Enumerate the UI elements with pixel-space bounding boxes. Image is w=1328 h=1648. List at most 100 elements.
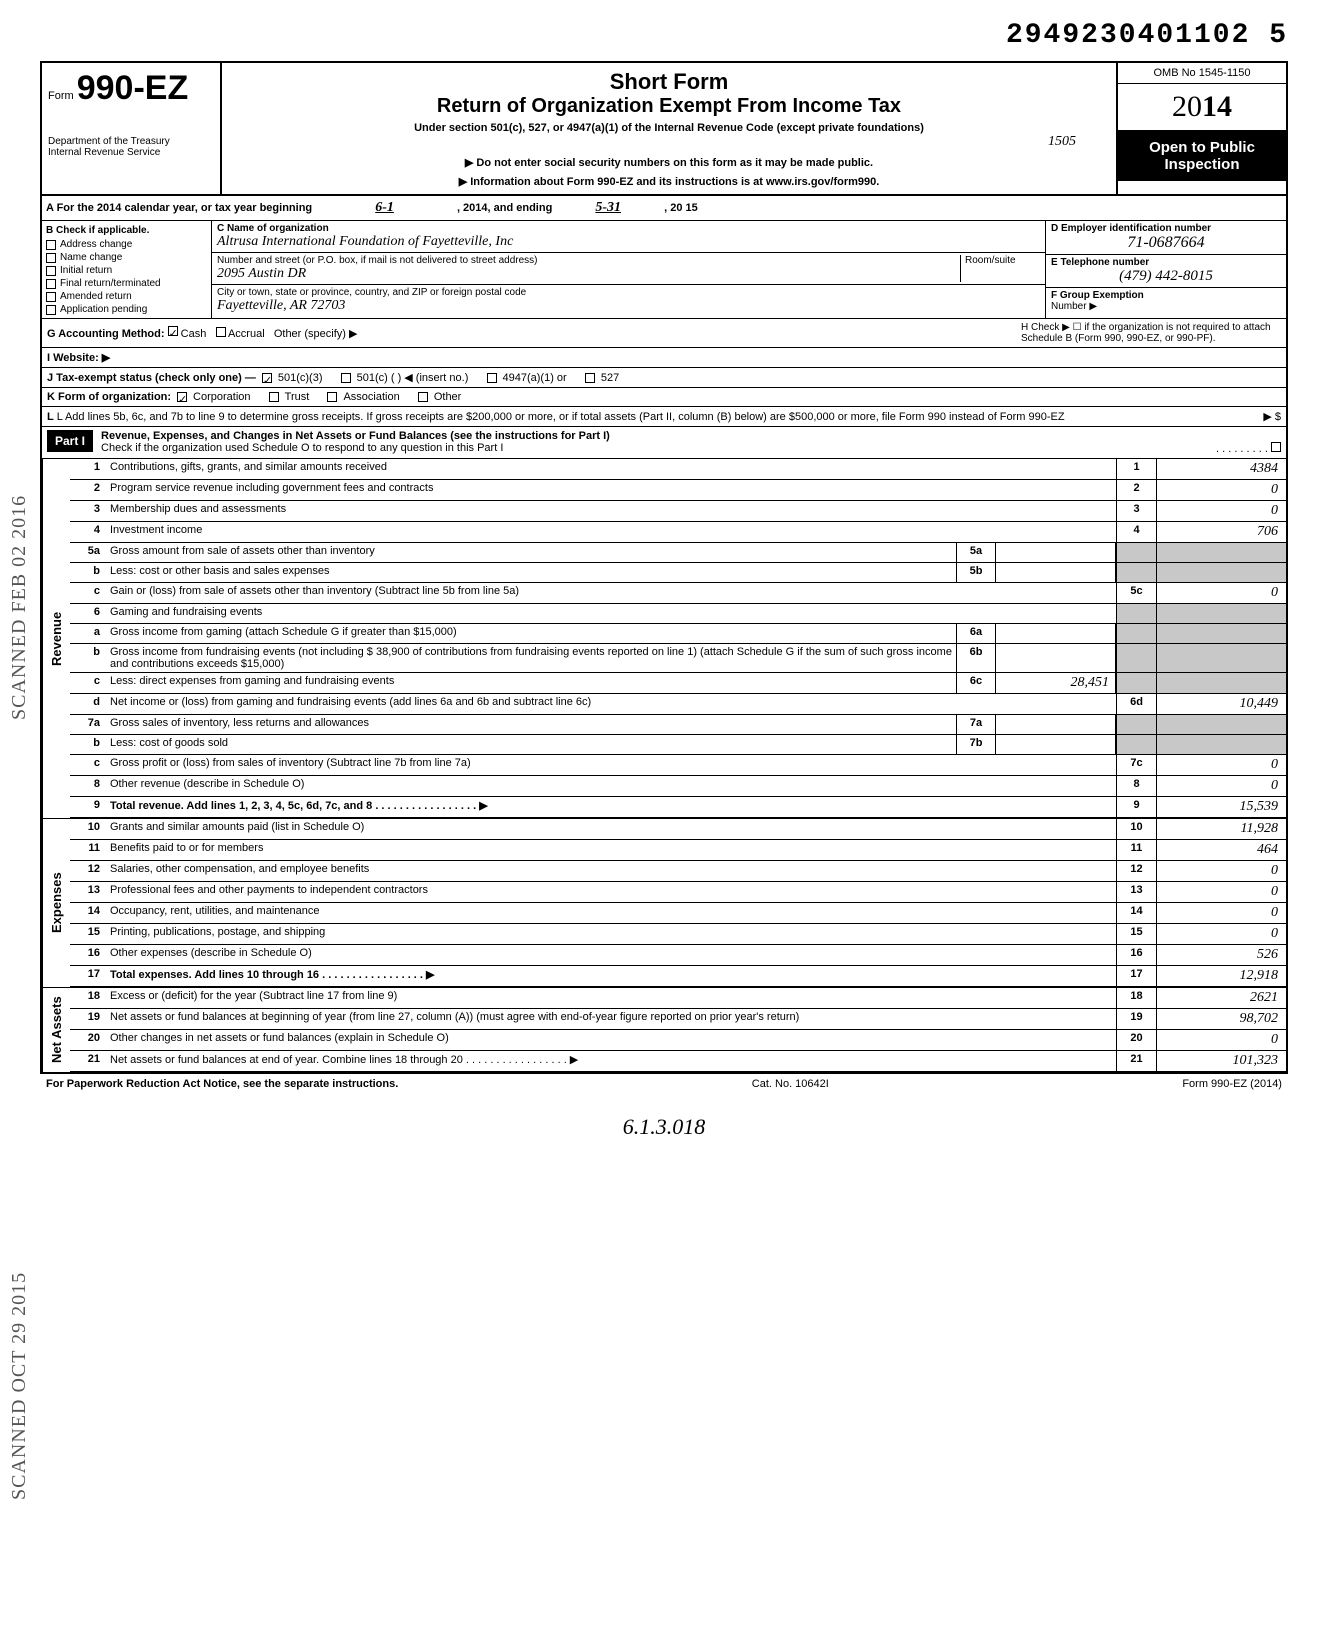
l-arrow: ▶ $	[1161, 410, 1281, 423]
table-row: 3Membership dues and assessments30	[70, 501, 1286, 522]
info-line: ▶ Information about Form 990-EZ and its …	[232, 175, 1106, 188]
right-line-value: 0	[1156, 755, 1286, 775]
mid-line-value	[996, 624, 1116, 643]
line-j: J Tax-exempt status (check only one) — ✓…	[42, 368, 1286, 388]
chk-initial[interactable]	[46, 266, 56, 276]
right-line-number: 11	[1116, 840, 1156, 860]
mid-line-number: 6a	[956, 624, 996, 643]
right-line-value: 0	[1156, 903, 1286, 923]
right-line-value	[1156, 563, 1286, 582]
table-row: cGain or (loss) from sale of assets othe…	[70, 583, 1286, 604]
line-description: Other expenses (describe in Schedule O)	[106, 945, 1116, 965]
k-label: K Form of organization:	[47, 391, 171, 403]
right-line-number: 10	[1116, 819, 1156, 839]
footer-cat: Cat. No. 10642I	[752, 1078, 829, 1090]
chk-assoc[interactable]	[327, 392, 337, 402]
line-description: Total expenses. Add lines 10 through 16 …	[106, 966, 1116, 986]
form-container: Form 990-EZ Department of the Treasury I…	[40, 61, 1288, 1074]
chk-cash[interactable]: ✓	[168, 326, 178, 336]
line-k: K Form of organization: ✓ Corporation Tr…	[42, 388, 1286, 407]
i-label: I Website: ▶	[47, 352, 110, 364]
right-line-value	[1156, 715, 1286, 734]
right-line-number: 15	[1116, 924, 1156, 944]
right-line-number: 4	[1116, 522, 1156, 542]
table-row: 10Grants and similar amounts paid (list …	[70, 819, 1286, 840]
netassets-side-label: Net Assets	[42, 988, 70, 1072]
subtitle: Under section 501(c), 527, or 4947(a)(1)…	[232, 122, 1106, 134]
line-description: Other changes in net assets or fund bala…	[106, 1030, 1116, 1050]
chk-trust[interactable]	[269, 392, 279, 402]
line-description: Gross income from fundraising events (no…	[106, 644, 956, 672]
mid-line-value	[996, 735, 1116, 754]
chk-address[interactable]	[46, 240, 56, 250]
right-line-number: 2	[1116, 480, 1156, 500]
h-text: H Check ▶ ☐ if the organization is not r…	[1021, 322, 1281, 344]
chk-accrual[interactable]	[216, 327, 226, 337]
line-a-mid: , 2014, and ending	[457, 202, 552, 214]
table-row: 13Professional fees and other payments t…	[70, 882, 1286, 903]
right-line-value: 0	[1156, 480, 1286, 500]
line-description: Other revenue (describe in Schedule O)	[106, 776, 1116, 796]
right-line-value	[1156, 624, 1286, 643]
chk-amended[interactable]	[46, 292, 56, 302]
line-description: Total revenue. Add lines 1, 2, 3, 4, 5c,…	[106, 797, 1116, 817]
right-line-number	[1116, 735, 1156, 754]
revenue-section: Revenue 1Contributions, gifts, grants, a…	[42, 459, 1286, 818]
chk-part1-scho[interactable]	[1271, 442, 1281, 452]
hand-1505: 1505	[232, 134, 1076, 150]
right-line-value: 0	[1156, 583, 1286, 603]
header-right: OMB No 1545-1150 2014 Open to Public Ins…	[1116, 63, 1286, 194]
table-row: 12Salaries, other compensation, and empl…	[70, 861, 1286, 882]
line-number: 11	[70, 840, 106, 860]
line-number: 7a	[70, 715, 106, 734]
line-number: 10	[70, 819, 106, 839]
line-description: Gross profit or (loss) from sales of inv…	[106, 755, 1116, 775]
org-name: Altrusa International Foundation of Faye…	[217, 234, 1040, 250]
mid-line-number: 6b	[956, 644, 996, 672]
open-to-public: Open to Public Inspection	[1118, 131, 1286, 181]
right-line-value: 0	[1156, 501, 1286, 521]
right-line-number: 5c	[1116, 583, 1156, 603]
chk-4947[interactable]	[487, 373, 497, 383]
line-number: 21	[70, 1051, 106, 1071]
table-row: cGross profit or (loss) from sales of in…	[70, 755, 1286, 776]
right-line-value	[1156, 543, 1286, 562]
right-line-value: 4384	[1156, 459, 1286, 479]
right-line-value: 101,323	[1156, 1051, 1286, 1071]
part1-badge: Part I	[47, 430, 93, 452]
chk-name[interactable]	[46, 253, 56, 263]
chk-other[interactable]	[418, 392, 428, 402]
chk-final[interactable]	[46, 279, 56, 289]
right-line-number	[1116, 563, 1156, 582]
right-line-number: 7c	[1116, 755, 1156, 775]
right-line-number	[1116, 543, 1156, 562]
table-row: 2Program service revenue including gover…	[70, 480, 1286, 501]
line-description: Gaming and fundraising events	[106, 604, 1116, 623]
line-description: Net income or (loss) from gaming and fun…	[106, 694, 1116, 714]
netassets-section: Net Assets 18Excess or (deficit) for the…	[42, 987, 1286, 1072]
chk-501c[interactable]	[341, 373, 351, 383]
chk-corp[interactable]: ✓	[177, 392, 187, 402]
chk-pending[interactable]	[46, 305, 56, 315]
right-line-number	[1116, 604, 1156, 623]
table-row: bLess: cost of goods sold7b	[70, 735, 1286, 755]
line-number: 9	[70, 797, 106, 817]
line-number: 5a	[70, 543, 106, 562]
tax-year: 2014	[1118, 84, 1286, 131]
table-row: 5aGross amount from sale of assets other…	[70, 543, 1286, 563]
line-number: d	[70, 694, 106, 714]
line-description: Gross income from gaming (attach Schedul…	[106, 624, 956, 643]
right-line-value: 706	[1156, 522, 1286, 542]
year-suffix: 14	[1202, 90, 1232, 123]
line-description: Net assets or fund balances at beginning…	[106, 1009, 1116, 1029]
right-line-value: 464	[1156, 840, 1286, 860]
line-description: Net assets or fund balances at end of ye…	[106, 1051, 1116, 1071]
line-description: Gain or (loss) from sale of assets other…	[106, 583, 1116, 603]
chk-501c3[interactable]: ✓	[262, 373, 272, 383]
chk-527[interactable]	[585, 373, 595, 383]
mid-line-value	[996, 543, 1116, 562]
right-line-number: 19	[1116, 1009, 1156, 1029]
line-description: Gross amount from sale of assets other t…	[106, 543, 956, 562]
table-row: aGross income from gaming (attach Schedu…	[70, 624, 1286, 644]
line-description: Investment income	[106, 522, 1116, 542]
